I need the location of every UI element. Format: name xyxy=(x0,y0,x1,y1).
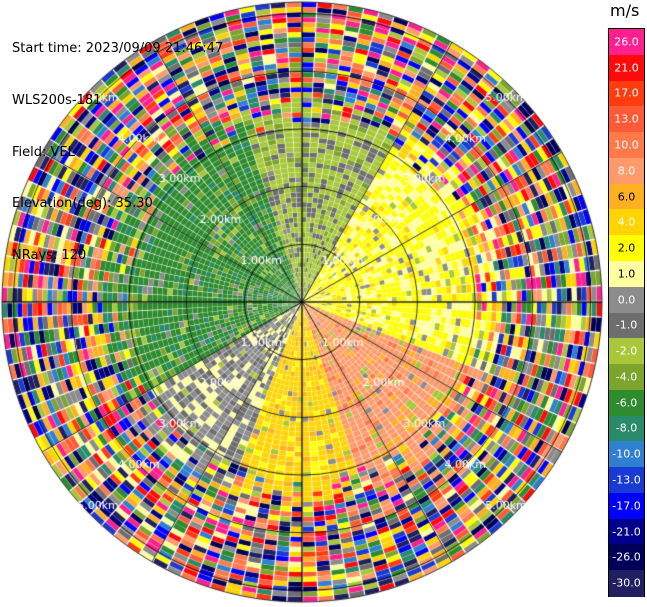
colorbar-tick-label: 17.0 xyxy=(614,86,639,100)
colorbar-segment xyxy=(609,80,644,108)
colorbar-segment xyxy=(609,209,644,237)
colorbar-tick-label: -1.0 xyxy=(615,318,638,332)
colorbar-tick-label: 26.0 xyxy=(614,35,639,49)
colorbar-tick-label: 1.0 xyxy=(617,267,636,281)
colorbar-segment xyxy=(609,132,644,159)
elevation-label: Elevation(deg): 35.30 xyxy=(12,196,153,212)
colorbar-segment xyxy=(609,415,644,443)
colorbar-unit: m/s xyxy=(610,1,640,20)
colorbar-segment xyxy=(609,54,644,82)
colorbar-segment xyxy=(609,492,644,520)
colorbar-segment xyxy=(609,338,644,366)
colorbar-tick-label: -2.0 xyxy=(615,344,638,358)
colorbar-segment xyxy=(609,518,644,546)
colorbar-segment xyxy=(609,183,644,211)
start-time-label: Start time: 2023/09/09 21:46:47 xyxy=(12,41,224,57)
colorbar-segment xyxy=(609,570,644,597)
colorbar-segment xyxy=(609,157,644,185)
colorbar-segment xyxy=(609,286,644,314)
colorbar-tick-label: 4.0 xyxy=(617,215,636,229)
colorbar-segment xyxy=(609,389,644,417)
colorbar-tick-label: -26.0 xyxy=(612,550,641,564)
colorbar-tick-label: -21.0 xyxy=(612,525,641,539)
colorbar-tick-label: 8.0 xyxy=(617,164,636,178)
header-info: Start time: 2023/09/09 21:46:47 WLS200s-… xyxy=(12,6,223,281)
colorbar-tick-label: -8.0 xyxy=(615,421,638,435)
colorbar-tick-label: 0.0 xyxy=(617,293,636,307)
colorbar-tick-label: -30.0 xyxy=(612,576,641,590)
site-label: WLS200s-181 xyxy=(12,93,102,108)
colorbar-tick-label: -4.0 xyxy=(615,370,638,384)
colorbar-tick-label: 13.0 xyxy=(614,112,639,126)
colorbar-tick-label: -6.0 xyxy=(615,396,638,410)
colorbar-tick-label: -13.0 xyxy=(612,473,641,487)
colorbar-segment xyxy=(609,260,644,288)
colorbar-segment xyxy=(609,441,644,469)
colorbar-segment xyxy=(609,364,644,391)
colorbar-segment xyxy=(609,544,644,572)
colorbar-tick-label: 2.0 xyxy=(617,241,636,255)
nrays-label: NRays: 120 xyxy=(12,247,87,263)
colorbar-tick-label: 10.0 xyxy=(614,138,639,152)
field-label: Field: VEL xyxy=(12,144,75,160)
colorbar-tick-label: -10.0 xyxy=(612,447,641,461)
colorbar-segment xyxy=(609,106,644,134)
colorbar-segment xyxy=(609,235,644,262)
colorbar-segment xyxy=(609,467,644,494)
colorbar-tick-label: 21.0 xyxy=(614,61,639,75)
colorbar-segment xyxy=(609,29,644,56)
colorbar-tick-label: -17.0 xyxy=(612,499,641,513)
colorbar: 26.0 21.0 17.0 13.0 10.0 8.0 6.0 4.0 2.0 1.0 0.0 -1… xyxy=(608,28,645,597)
colorbar-segment xyxy=(609,312,644,340)
colorbar-tick-label: 6.0 xyxy=(617,190,636,204)
